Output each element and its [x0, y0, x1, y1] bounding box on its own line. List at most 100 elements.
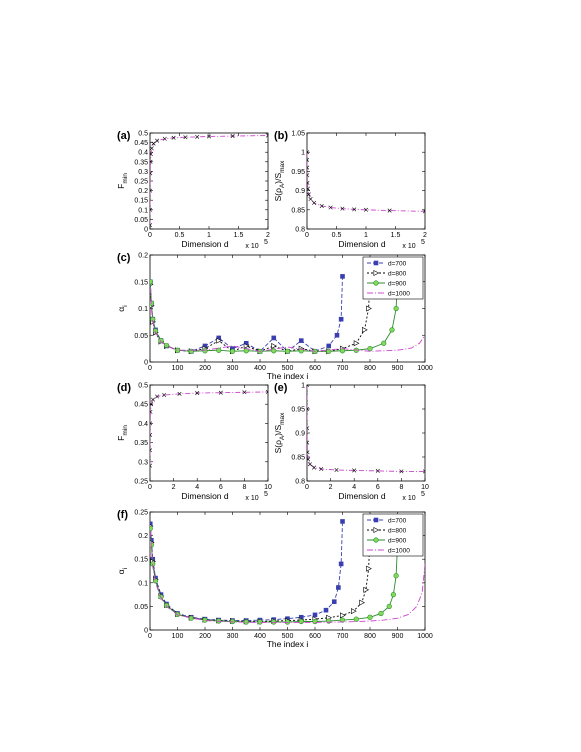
- data-point: [359, 599, 365, 606]
- x-tick-label: 2: [266, 232, 270, 239]
- data-point: [158, 338, 164, 344]
- axes-box: [306, 132, 426, 230]
- series-line: [150, 135, 268, 226]
- series-d=1000: [150, 287, 425, 352]
- legend-box: [362, 513, 424, 557]
- x-tick-label: 10: [264, 484, 272, 491]
- y-tick-label: 0.3: [138, 459, 148, 466]
- data-point: [381, 340, 387, 346]
- x-tick-label: 300: [227, 365, 239, 372]
- y-axis-label-main: S(ρ: [273, 440, 283, 454]
- panel-label: (c): [117, 252, 131, 264]
- data-point: [340, 206, 345, 211]
- y-tick-label: 0.8: [295, 479, 305, 486]
- data-point: [271, 348, 277, 354]
- data-point: [195, 134, 200, 139]
- data-point: [229, 348, 236, 354]
- data-point: [312, 465, 317, 470]
- y-tick-label: 0.95: [291, 169, 305, 176]
- data-point: [326, 348, 332, 354]
- data-point: [367, 614, 373, 620]
- y-tick-label: 0.15: [134, 557, 148, 564]
- x-tick-label: 400: [254, 365, 266, 372]
- data-point: [150, 188, 153, 193]
- data-point: [307, 173, 310, 178]
- y-tick-label: 0.15: [134, 279, 148, 286]
- plot-area: [307, 150, 425, 214]
- x-tick-label: 900: [392, 633, 404, 640]
- x-axis-label: Dimension d: [181, 491, 229, 501]
- x-tick-label: 1: [207, 232, 211, 239]
- x-tick-label: 2: [172, 484, 176, 491]
- legend-label: d=800: [388, 528, 407, 535]
- x-tick-label: 1: [364, 232, 368, 239]
- data-point: [151, 141, 156, 146]
- data-point: [331, 599, 337, 604]
- x-tick-label: 0: [148, 232, 152, 239]
- panel-label: (b): [274, 130, 288, 142]
- data-point: [218, 390, 223, 395]
- y-tick-label: 0.8: [295, 227, 305, 234]
- series-line: [150, 287, 425, 352]
- data-point: [312, 612, 318, 618]
- x-scale-exponent: 5: [421, 491, 425, 498]
- y-axis-label-sub2: max: [279, 412, 286, 425]
- x-tick-label: 6: [219, 484, 223, 491]
- y-tick-label: 0.85: [291, 207, 305, 214]
- series-main: [150, 389, 268, 468]
- series-d=900: [150, 273, 401, 354]
- y-tick-label: 0.5: [138, 383, 148, 390]
- data-point: [265, 389, 268, 394]
- plot-area: [150, 133, 268, 228]
- legend: d=700 d=800 d=900 d=1000: [362, 513, 424, 557]
- panel-f: 0 100 200 300 400 500 600 700 800 900 1000 0 0.05 0.1…: [116, 509, 433, 649]
- data-point: [271, 335, 277, 341]
- y-tick-label: 0.25: [134, 179, 148, 186]
- data-point: [216, 337, 222, 344]
- legend-label: d=900: [388, 281, 407, 288]
- data-point: [307, 385, 310, 388]
- y-tick-label: 0.1: [138, 207, 148, 214]
- data-point: [340, 274, 345, 279]
- x-tick-label: 2: [329, 484, 333, 491]
- y-axis-label: αi: [116, 305, 129, 311]
- data-point: [150, 421, 153, 426]
- legend-marker: [373, 260, 379, 266]
- data-point: [307, 406, 310, 412]
- data-point: [386, 603, 392, 610]
- data-point: [271, 619, 277, 625]
- data-point: [150, 402, 154, 407]
- data-point: [334, 467, 339, 472]
- axes-box: [149, 132, 269, 230]
- data-point: [334, 332, 340, 338]
- y-tick-label: 1.05: [291, 131, 305, 138]
- x-tick-label: 8: [399, 484, 403, 491]
- data-point: [150, 223, 153, 228]
- x-tick-label: 200: [199, 365, 211, 372]
- series-line: [150, 276, 343, 352]
- series-line: [150, 528, 398, 623]
- data-point: [308, 197, 313, 202]
- series-d=700: [150, 274, 345, 354]
- data-point: [150, 525, 153, 532]
- y-axis-label-sub: i: [122, 305, 129, 306]
- x-tick-label: 2: [423, 232, 427, 239]
- panel-label: (f): [117, 509, 128, 521]
- y-tick-label: 0: [144, 628, 148, 635]
- x-axis-label: Dimension d: [181, 239, 229, 249]
- x-tick-label: 800: [364, 365, 376, 372]
- y-tick-label: 0.2: [138, 253, 148, 260]
- x-tick-label: 0.5: [175, 232, 185, 239]
- y-axis-label-rest: )/S: [273, 173, 283, 184]
- legend-marker: [373, 527, 380, 533]
- data-point: [326, 343, 332, 349]
- y-axis-label-sub2: max: [279, 160, 286, 173]
- x-tick-label: 700: [337, 365, 349, 372]
- data-point: [284, 348, 291, 354]
- panel-b: 0 0.5 1 1.5 2 0.8 0.85 0.9 0.95 1 1.05(b) Dimension…: [273, 130, 427, 250]
- data-point: [367, 346, 373, 352]
- series-line: [150, 530, 425, 623]
- data-point: [150, 463, 153, 468]
- x-tick-label: 0: [148, 484, 152, 491]
- data-point: [162, 392, 167, 397]
